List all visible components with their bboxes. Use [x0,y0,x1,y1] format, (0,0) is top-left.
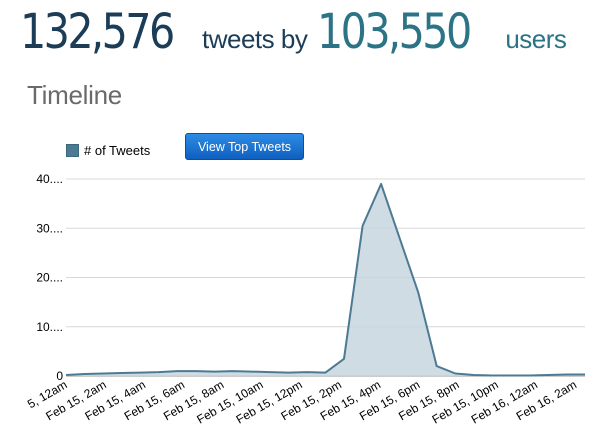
stats-header: 132,576 tweets by 103,550 users [20,2,567,64]
section-title: Timeline [27,80,122,110]
y-tick-label: 0 [56,369,63,383]
y-tick-label: 10.... [36,320,63,334]
user-count: 103,550 [317,4,472,60]
series-line [65,182,585,377]
users-label: users [505,24,567,54]
y-tick-label: 20.... [36,271,63,285]
tweet-count: 132,576 [20,4,175,60]
tweets-by-label: tweets by [202,24,308,54]
series-area [66,183,585,376]
legend-label: # of Tweets [84,143,151,158]
y-tick-label: 40.... [36,172,63,186]
view-top-tweets-button[interactable]: View Top Tweets [185,133,304,160]
y-tick-label: 30.... [36,221,63,235]
chart-legend: # of Tweets [66,143,150,158]
legend-swatch [66,144,79,157]
